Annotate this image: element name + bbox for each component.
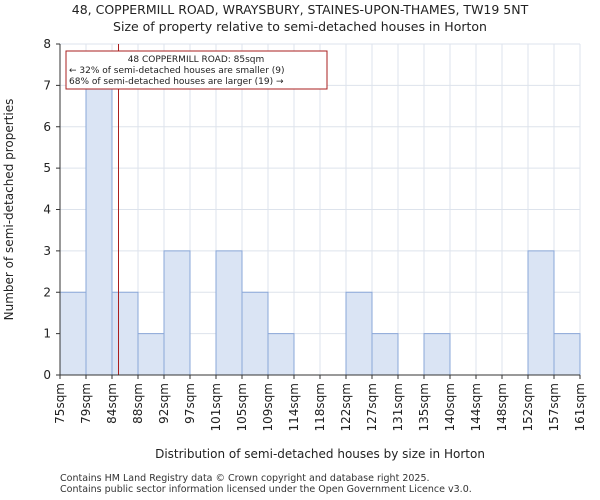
bar-122sqm — [345, 291, 373, 376]
bar-92sqm — [163, 250, 191, 376]
bar-127sqm — [371, 333, 399, 376]
y-tick-label: 0 — [43, 368, 51, 382]
y-tick-label: 5 — [43, 161, 51, 175]
y-tick-label: 8 — [43, 37, 51, 51]
y-tick-label: 3 — [43, 244, 51, 258]
x-tick-label: 118sqm — [313, 383, 327, 431]
x-tick-label: 92sqm — [157, 383, 171, 424]
bar-135sqm — [423, 333, 451, 376]
x-tick-label: 127sqm — [365, 383, 379, 431]
x-tick-label: 161sqm — [573, 383, 587, 431]
x-tick-label: 122sqm — [339, 383, 353, 431]
x-tick-label: 101sqm — [209, 383, 223, 431]
bar-75sqm — [59, 291, 87, 376]
y-tick-label: 2 — [43, 285, 51, 299]
x-tick-label: 79sqm — [79, 383, 93, 424]
bar-101sqm — [215, 250, 243, 376]
bar-105sqm — [241, 291, 269, 376]
chart-subtitle: Size of property relative to semi-detach… — [113, 19, 487, 34]
x-tick-label: 109sqm — [261, 383, 275, 431]
x-tick-label: 144sqm — [469, 383, 483, 431]
x-tick-label: 97sqm — [183, 383, 197, 424]
x-ticks: 75sqm 79sqm 84sqm 88sqm 92sqm 97sqm 101sqm 105s… — [53, 375, 587, 431]
x-tick-label: 75sqm — [53, 383, 67, 424]
bar-84sqm — [111, 291, 139, 376]
x-tick-label: 88sqm — [131, 383, 145, 424]
x-tick-label: 131sqm — [391, 383, 405, 431]
bar-88sqm — [137, 333, 165, 376]
annotation-larger: 68% of semi-detached houses are larger (… — [69, 77, 284, 87]
histogram-chart: 0 1 2 3 4 5 6 7 8 75sqm 79sqm 84sqm 88sqm 92sqm 97sqm… — [2, 37, 587, 461]
annotation-title: 48 COPPERMILL ROAD: 85sqm — [128, 55, 265, 65]
bars — [59, 84, 581, 376]
annotation-box: 48 COPPERMILL ROAD: 85sqm ← 32% of semi-… — [65, 50, 328, 90]
x-tick-label: 140sqm — [443, 383, 457, 431]
y-tick-label: 7 — [43, 78, 51, 92]
bar-157sqm — [553, 333, 581, 376]
x-tick-label: 84sqm — [105, 383, 119, 424]
x-tick-label: 105sqm — [235, 383, 249, 431]
y-axis-label: Number of semi-detached properties — [2, 99, 16, 321]
x-tick-label: 135sqm — [417, 383, 431, 431]
x-tick-label: 148sqm — [495, 383, 509, 431]
y-ticks: 0 1 2 3 4 5 6 7 8 — [43, 37, 60, 382]
annotation-border — [65, 50, 328, 90]
bar-79sqm — [85, 84, 113, 376]
chart-title: 48, COPPERMILL ROAD, WRAYSBURY, STAINES-… — [71, 2, 529, 17]
x-tick-label: 114sqm — [287, 383, 301, 431]
footer-copyright: Contains HM Land Registry data © Crown c… — [60, 473, 430, 484]
y-tick-label: 6 — [43, 120, 51, 134]
footer-licence: Contains public sector information licen… — [60, 484, 472, 495]
x-tick-label: 157sqm — [547, 383, 561, 431]
bar-152sqm — [527, 250, 555, 376]
bar-109sqm — [267, 333, 295, 376]
annotation-smaller: ← 32% of semi-detached houses are smalle… — [69, 66, 285, 76]
y-tick-label: 1 — [43, 327, 51, 341]
x-tick-label: 152sqm — [521, 383, 535, 431]
y-tick-label: 4 — [43, 203, 51, 217]
x-axis-label: Distribution of semi-detached houses by … — [155, 447, 485, 461]
